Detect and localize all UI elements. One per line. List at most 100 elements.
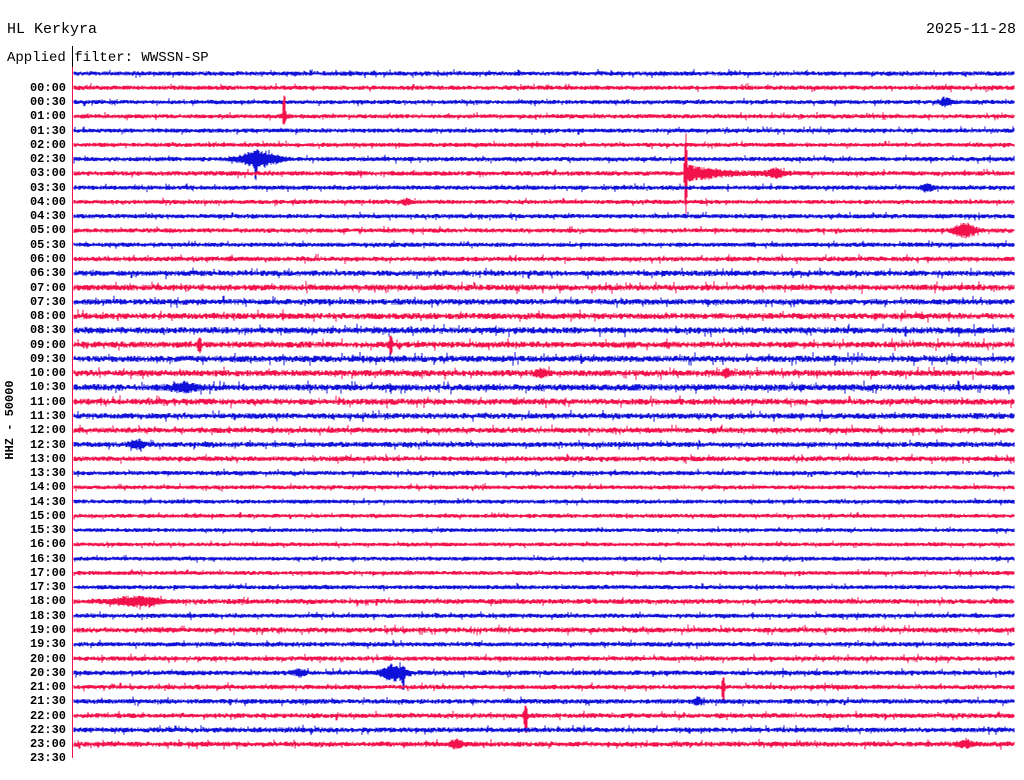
time-label-1800: 18:00 [29,594,66,609]
time-label-1330: 13:30 [29,466,66,481]
seismogram-trace-row-0 [73,69,1015,78]
time-label-2000: 20:00 [29,651,66,666]
plot-date: 2025-11-28 [925,21,1016,38]
seismogram-trace-row-21 [73,366,1015,380]
time-label-1600: 16:00 [29,537,66,552]
time-label-0530: 05:30 [29,237,66,252]
time-label-0500: 05:00 [29,223,66,238]
seismogram-trace-row-29 [73,483,1015,492]
seismogram-trace-row-32 [73,526,1015,534]
seismogram-trace-row-2 [73,96,1015,108]
time-label-1630: 16:30 [29,551,66,566]
time-label-1130: 11:30 [29,408,66,423]
time-label-1200: 12:00 [29,423,66,438]
seismogram-trace-row-8 [73,183,1015,193]
time-label-1530: 15:30 [29,523,66,538]
time-label-1730: 17:30 [29,580,66,595]
time-label-0230: 02:30 [29,152,66,167]
seismogram-trace-row-11 [73,222,1015,239]
seismogram-trace-row-5 [73,140,1015,149]
time-label-0430: 04:30 [29,209,66,224]
seismogram-trace-row-30 [73,497,1015,506]
time-label-1100: 11:00 [29,394,66,409]
seismogram-trace-row-44 [73,696,1015,707]
seismogram-trace-row-31 [73,512,1015,520]
time-label-1030: 10:30 [29,380,66,395]
seismogram-trace-row-34 [73,554,1015,563]
time-label-0800: 08:00 [29,309,66,324]
seismogram-trace-row-46 [73,724,1015,736]
time-label-0100: 01:00 [29,109,66,124]
seismogram-trace-row-40 [73,639,1015,649]
time-label-0830: 08:30 [29,323,66,338]
seismogram-trace-row-45 [73,705,1015,733]
time-label-1400: 14:00 [29,480,66,495]
seismogram-trace-row-18 [73,323,1015,338]
time-label-0300: 03:00 [29,166,66,181]
seismogram-trace-row-39 [73,624,1015,636]
time-label-1830: 18:30 [29,608,66,623]
seismogram-trace-row-41 [73,653,1015,664]
seismogram-trace-row-38 [73,611,1015,621]
time-label-0700: 07:00 [29,280,66,295]
time-label-2300: 23:00 [29,737,66,752]
seismogram-trace-row-13 [73,254,1015,264]
time-label-2100: 21:00 [29,680,66,695]
header-separator-line [72,46,73,67]
seismogram-trace-row-37 [73,595,1015,610]
time-label-0200: 02:00 [29,137,66,152]
seismogram-trace-row-9 [73,197,1015,207]
time-label-0030: 00:30 [29,95,66,110]
seismogram-trace-row-14 [73,267,1015,280]
seismogram-trace-row-1 [73,83,1015,93]
time-label-1930: 19:30 [29,637,66,652]
seismogram-trace-row-3 [73,95,1015,125]
seismogram-trace-row-27 [73,453,1015,464]
time-label-2230: 22:30 [29,722,66,737]
seismogram-trace-row-24 [73,409,1015,422]
seismogram-trace-row-6 [73,149,1015,181]
time-label-0730: 07:30 [29,294,66,309]
seismogram-trace-row-7 [73,133,1015,214]
seismogram-trace-row-10 [73,211,1015,221]
seismogram-trace-row-43 [73,677,1015,701]
time-label-0330: 03:30 [29,180,66,195]
time-label-0600: 06:00 [29,252,66,266]
time-label-2200: 22:00 [29,708,66,723]
seismogram-trace-row-4 [73,126,1015,135]
seismogram-trace-row-23 [73,395,1015,409]
time-label-0900: 09:00 [29,337,66,352]
seismogram-trace-row-15 [73,281,1015,294]
seismogram-trace-row-42 [73,662,1015,690]
time-label-1300: 13:00 [29,451,66,466]
time-label-2030: 20:30 [29,665,66,680]
time-label-1000: 10:00 [29,366,66,381]
time-label-0930: 09:30 [29,351,66,366]
seismogram-trace-row-19 [73,335,1015,355]
time-label-1230: 12:30 [29,437,66,452]
seismogram-trace-row-12 [73,240,1015,249]
seismogram-trace-row-16 [73,295,1015,308]
seismogram-trace-row-17 [73,309,1015,323]
time-label-0400: 04:00 [29,194,66,209]
seismogram-trace-row-47 [73,737,1015,750]
time-label-1700: 17:00 [29,565,66,580]
plot-left-border [72,67,73,758]
filter-label: Applied filter: WWSSN-SP [7,50,209,66]
time-label-2330: 23:30 [29,751,66,766]
seismogram-trace-row-25 [73,424,1015,436]
time-label-1430: 14:30 [29,494,66,509]
time-label-1500: 15:00 [29,508,66,523]
seismogram-trace-row-33 [73,540,1015,549]
seismogram-trace-row-36 [73,582,1015,592]
seismogram-trace-row-28 [73,468,1015,478]
time-label-2130: 21:30 [29,694,66,709]
seismogram-trace-row-20 [73,352,1015,366]
time-label-0000: 00:00 [29,80,66,95]
station-title: HL Kerkyra [7,21,98,38]
seismogram-trace-row-35 [73,568,1015,577]
seismogram-trace-row-22 [73,380,1015,395]
time-label-0130: 01:30 [29,123,66,138]
